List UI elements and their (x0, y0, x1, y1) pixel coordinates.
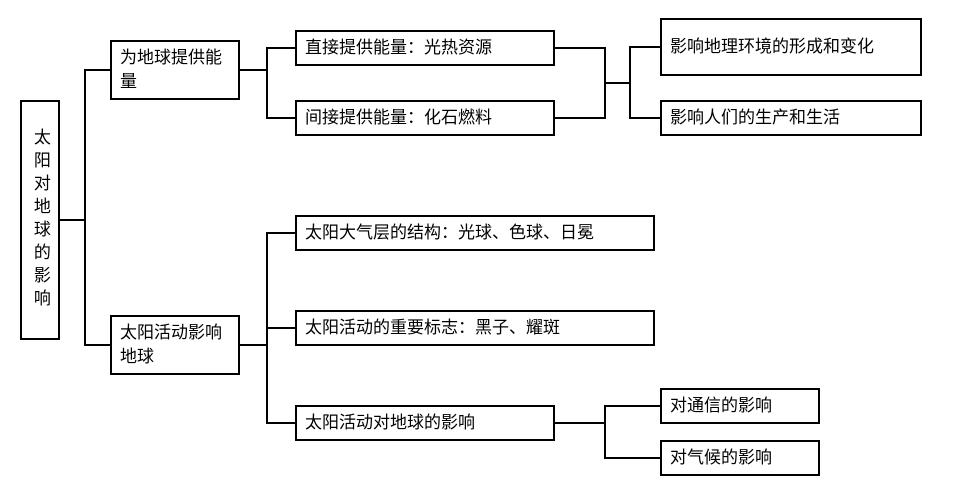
node-marks-label: 太阳活动的重要标志：黑子、耀斑 (305, 316, 560, 340)
node-direct-energy: 直接提供能量：光热资源 (295, 30, 555, 66)
node-effect-life-label: 影响人们的生产和生活 (670, 106, 840, 130)
node-structure: 太阳大气层的结构：光球、色球、日冕 (295, 215, 655, 251)
node-impact-climate-label: 对气候的影响 (670, 446, 772, 470)
node-impact-label: 太阳活动对地球的影响 (305, 411, 475, 435)
node-direct-energy-label: 直接提供能量：光热资源 (305, 36, 492, 60)
node-energy: 为地球提供能量 (110, 40, 240, 100)
node-activity: 太阳活动影响地球 (110, 315, 240, 375)
node-effect-geo-label: 影响地理环境的形成和变化 (670, 35, 874, 59)
node-indirect-energy-label: 间接提供能量：化石燃料 (305, 106, 492, 130)
node-impact-comm-label: 对通信的影响 (670, 394, 772, 418)
node-structure-label: 太阳大气层的结构：光球、色球、日冕 (305, 221, 594, 245)
node-root-label: 太阳对地球的影响 (28, 128, 52, 312)
node-energy-label: 为地球提供能量 (120, 46, 230, 94)
node-effect-geo: 影响地理环境的形成和变化 (660, 18, 922, 76)
node-activity-label: 太阳活动影响地球 (120, 321, 230, 369)
node-marks: 太阳活动的重要标志：黑子、耀斑 (295, 310, 655, 346)
node-impact-comm: 对通信的影响 (660, 388, 820, 424)
node-indirect-energy: 间接提供能量：化石燃料 (295, 100, 555, 136)
node-impact-climate: 对气候的影响 (660, 440, 820, 476)
node-effect-life: 影响人们的生产和生活 (660, 100, 922, 136)
node-root: 太阳对地球的影响 (20, 100, 60, 340)
node-impact: 太阳活动对地球的影响 (295, 405, 555, 441)
